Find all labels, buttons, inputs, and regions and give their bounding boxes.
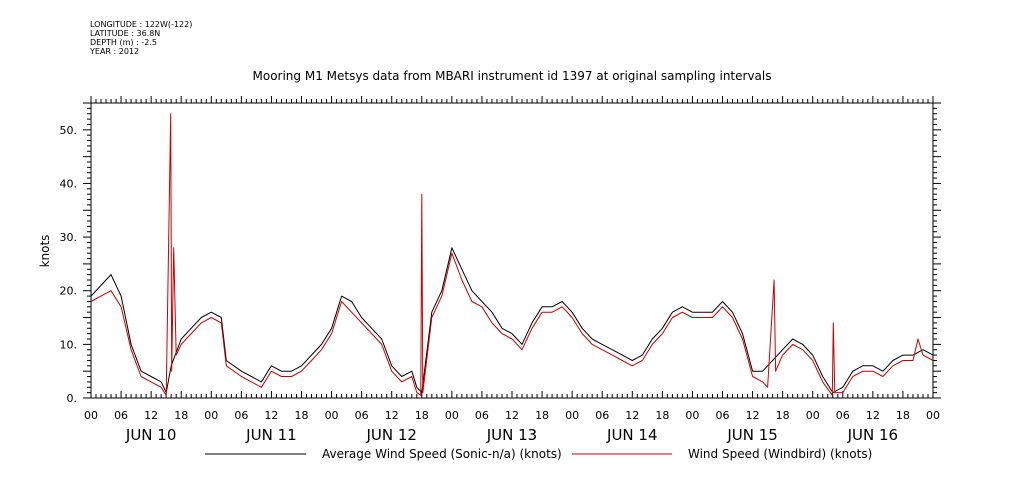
x-tick-label: 00	[685, 409, 699, 422]
x-tick-label: 12	[385, 409, 399, 422]
x-tick-label: 18	[415, 409, 429, 422]
x-day-label: JUN 10	[125, 426, 176, 444]
series-line-windbird	[90, 113, 934, 396]
x-tick-label: 00	[806, 409, 820, 422]
x-tick-label: 12	[746, 409, 760, 422]
y-tick-label: 0.	[67, 392, 78, 405]
x-tick-label: 18	[896, 409, 910, 422]
x-tick-label: 00	[325, 409, 339, 422]
x-day-label: JUN 13	[486, 426, 537, 444]
x-day-label: JUN 16	[847, 426, 898, 444]
x-tick-label: 12	[505, 409, 519, 422]
chart-title: Mooring M1 Metsys data from MBARI instru…	[253, 69, 772, 83]
longitude-text: LONGITUDE : 122W(-122)	[90, 20, 193, 29]
x-day-label: JUN 12	[365, 426, 416, 444]
y-axis-label: knots	[38, 235, 52, 268]
legend: Average Wind Speed (Sonic-n/a) (knots) W…	[205, 447, 872, 461]
x-tick-label: 06	[716, 409, 730, 422]
x-day-label: JUN 11	[245, 426, 296, 444]
x-tick-label: 18	[174, 409, 188, 422]
x-tick-label: 00	[926, 409, 940, 422]
legend-label-windbird: Wind Speed (Windbird) (knots)	[688, 447, 872, 461]
x-day-label: JUN 15	[726, 426, 777, 444]
x-tick-label: 06	[114, 409, 128, 422]
x-tick-label: 00	[84, 409, 98, 422]
x-tick-label: 12	[264, 409, 278, 422]
legend-label-average-wind: Average Wind Speed (Sonic-n/a) (knots)	[322, 447, 562, 461]
x-tick-label: 00	[565, 409, 579, 422]
x-tick-label: 06	[836, 409, 850, 422]
x-tick-label: 00	[204, 409, 218, 422]
axes-layer: 00 06 12 18 00 06 12 18 00 06 12 18 00 06 12 18 00 06 12 18…	[60, 96, 941, 444]
x-tick-label: 12	[144, 409, 158, 422]
year-text: YEAR : 2012	[90, 47, 140, 56]
depth-text: DEPTH (m) : -2.5	[90, 38, 157, 47]
station-metadata: LONGITUDE : 122W(-122) LATITUDE : 36.8N …	[90, 20, 192, 56]
y-tick-label: 10.	[60, 338, 78, 351]
x-tick-label: 06	[595, 409, 609, 422]
x-day-label: JUN 14	[606, 426, 657, 444]
x-tick-label: 06	[475, 409, 489, 422]
latitude-text: LATITUDE : 36.8N	[90, 29, 161, 38]
series-line-average-wind	[90, 247, 934, 394]
series-layer	[90, 113, 934, 396]
x-tick-label: 06	[355, 409, 369, 422]
x-tick-label: 00	[445, 409, 459, 422]
y-tick-label: 20.	[60, 285, 78, 298]
x-tick-label: 12	[866, 409, 880, 422]
x-tick-label: 06	[234, 409, 248, 422]
x-tick-label: 12	[625, 409, 639, 422]
x-tick-label: 18	[655, 409, 669, 422]
x-tick-label: 18	[295, 409, 309, 422]
y-tick-label: 50.	[60, 124, 78, 137]
x-tick-label: 18	[776, 409, 790, 422]
y-tick-label: 40.	[60, 177, 78, 190]
x-tick-label: 18	[535, 409, 549, 422]
y-tick-label: 30.	[60, 231, 78, 244]
